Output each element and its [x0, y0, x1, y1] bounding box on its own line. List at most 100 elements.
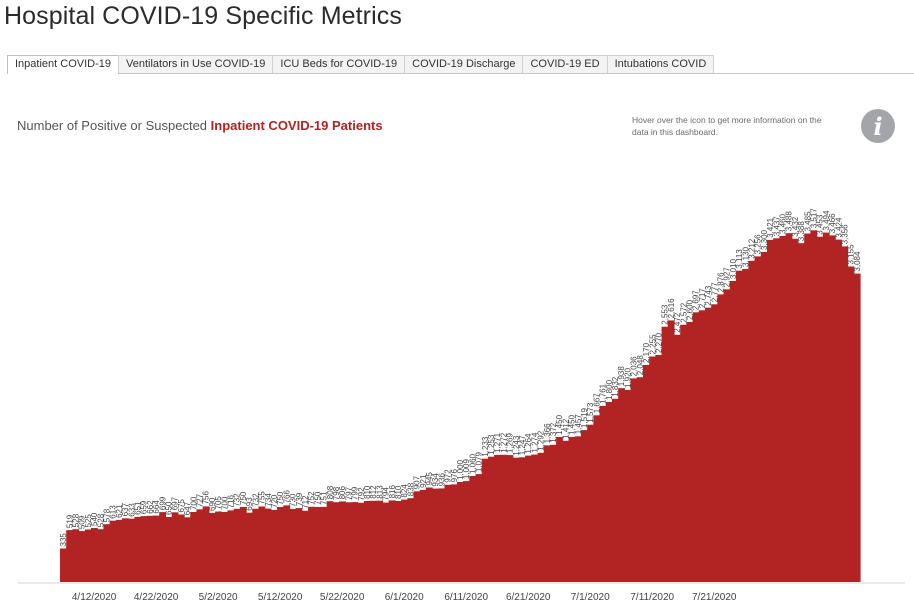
- bar-76[interactable]: [531, 454, 539, 582]
- bar-30[interactable]: [246, 512, 253, 582]
- bar-31[interactable]: [252, 508, 260, 582]
- tab-icu-beds[interactable]: ICU Beds for COVID-19: [272, 55, 406, 73]
- bar-97[interactable]: [661, 326, 669, 582]
- bar-39[interactable]: [301, 510, 309, 582]
- bar-57[interactable]: [413, 491, 421, 582]
- bar-56[interactable]: [407, 498, 415, 582]
- bar-0[interactable]: [60, 548, 67, 583]
- bar-69[interactable]: [487, 456, 495, 582]
- bar-27[interactable]: [227, 510, 235, 582]
- bar-71[interactable]: [500, 454, 508, 582]
- bar-53[interactable]: [388, 500, 396, 582]
- bar-21[interactable]: [190, 512, 198, 582]
- bar-1[interactable]: [66, 530, 73, 582]
- bar-5[interactable]: [91, 528, 98, 582]
- bar-105[interactable]: [711, 304, 718, 582]
- bar-102[interactable]: [692, 312, 700, 582]
- bar-50[interactable]: [370, 500, 377, 582]
- bar-62[interactable]: [444, 484, 452, 582]
- bar-22[interactable]: [196, 509, 204, 582]
- bar-84[interactable]: [580, 430, 588, 582]
- bar-32[interactable]: [258, 506, 266, 583]
- bar-58[interactable]: [419, 489, 427, 582]
- bar-41[interactable]: [314, 507, 322, 582]
- bar-99[interactable]: [673, 334, 681, 582]
- bar-17[interactable]: [165, 517, 173, 582]
- bar-79[interactable]: [549, 444, 557, 582]
- bar-36[interactable]: [283, 505, 291, 582]
- bar-24[interactable]: [208, 513, 216, 582]
- bar-68[interactable]: [481, 458, 489, 582]
- bar-82[interactable]: [568, 437, 576, 582]
- bar-70[interactable]: [494, 454, 501, 582]
- bar-11[interactable]: [128, 518, 136, 582]
- bar-19[interactable]: [177, 514, 185, 583]
- bar-88[interactable]: [605, 402, 613, 582]
- bar-37[interactable]: [289, 509, 297, 582]
- bar-109[interactable]: [735, 270, 743, 582]
- bar-59[interactable]: [425, 487, 433, 583]
- bar-121[interactable]: [810, 230, 818, 583]
- bar-64[interactable]: [456, 482, 464, 582]
- bar-95[interactable]: [649, 356, 656, 583]
- bar-8[interactable]: [109, 520, 117, 582]
- bar-94[interactable]: [642, 365, 650, 582]
- bar-87[interactable]: [599, 405, 607, 582]
- bar-63[interactable]: [450, 484, 458, 582]
- bar-108[interactable]: [729, 281, 737, 582]
- bar-46[interactable]: [345, 502, 353, 582]
- bar-126[interactable]: [841, 246, 849, 582]
- bar-92[interactable]: [630, 378, 638, 582]
- bar-43[interactable]: [326, 501, 334, 582]
- tab-ventilators[interactable]: Ventilators in Use COVID-19: [118, 55, 274, 73]
- bar-122[interactable]: [816, 236, 824, 582]
- bar-77[interactable]: [537, 452, 545, 582]
- bar-61[interactable]: [438, 488, 446, 582]
- bar-93[interactable]: [636, 377, 644, 582]
- bar-86[interactable]: [593, 415, 601, 582]
- bar-106[interactable]: [717, 294, 725, 582]
- bar-7[interactable]: [103, 524, 111, 582]
- bar-104[interactable]: [704, 307, 712, 582]
- bar-75[interactable]: [525, 455, 532, 582]
- bar-60[interactable]: [432, 488, 439, 582]
- bar-110[interactable]: [742, 269, 749, 582]
- bar-6[interactable]: [97, 529, 105, 582]
- bar-113[interactable]: [760, 252, 768, 582]
- bar-117[interactable]: [785, 233, 793, 582]
- bar-124[interactable]: [828, 235, 836, 582]
- bar-40[interactable]: [308, 506, 315, 582]
- bar-55[interactable]: [401, 499, 408, 582]
- bar-3[interactable]: [78, 531, 86, 582]
- bar-119[interactable]: [797, 243, 805, 582]
- bar-10[interactable]: [122, 518, 129, 582]
- bar-83[interactable]: [574, 436, 582, 582]
- bar-100[interactable]: [680, 324, 687, 582]
- bar-54[interactable]: [394, 501, 402, 582]
- bar-52[interactable]: [382, 502, 390, 582]
- tab-inpatient-covid[interactable]: Inpatient COVID-19: [7, 55, 119, 74]
- bar-90[interactable]: [618, 388, 625, 582]
- bar-73[interactable]: [512, 457, 520, 582]
- tab-intubations[interactable]: Intubations COVID: [606, 55, 715, 73]
- bar-91[interactable]: [624, 390, 632, 582]
- bar-23[interactable]: [202, 506, 210, 582]
- bar-107[interactable]: [723, 289, 731, 582]
- bar-15[interactable]: [153, 515, 160, 582]
- bar-125[interactable]: [835, 239, 842, 582]
- bar-85[interactable]: [587, 424, 594, 582]
- bar-96[interactable]: [655, 355, 663, 582]
- bar-114[interactable]: [766, 239, 774, 582]
- bar-13[interactable]: [140, 516, 148, 582]
- bar-81[interactable]: [562, 440, 570, 582]
- bar-89[interactable]: [611, 398, 619, 582]
- bar-123[interactable]: [822, 232, 830, 582]
- bar-101[interactable]: [686, 322, 694, 582]
- bar-14[interactable]: [146, 515, 154, 582]
- bar-78[interactable]: [543, 445, 551, 582]
- bar-49[interactable]: [363, 501, 371, 582]
- tab-discharge[interactable]: COVID-19 Discharge: [404, 55, 524, 73]
- bar-98[interactable]: [667, 320, 675, 582]
- bar-111[interactable]: [748, 260, 756, 582]
- bar-18[interactable]: [171, 512, 179, 582]
